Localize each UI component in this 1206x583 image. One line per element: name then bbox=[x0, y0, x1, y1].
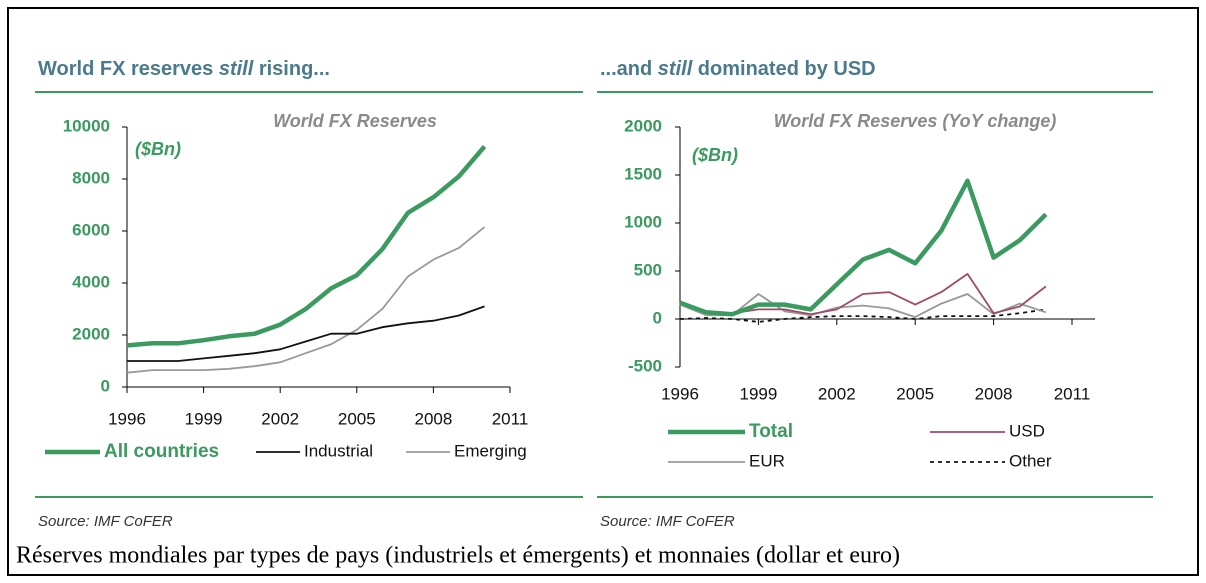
y-tick-label: 6000 bbox=[72, 220, 110, 239]
x-tick-label: 2002 bbox=[818, 384, 856, 403]
y-tick-label: 10000 bbox=[63, 116, 110, 135]
y-tick-label: 0 bbox=[653, 308, 662, 327]
x-tick-label: 1999 bbox=[185, 409, 223, 428]
series-line bbox=[679, 308, 1047, 323]
header-part: still bbox=[658, 58, 693, 80]
header-part: World FX reserves bbox=[38, 58, 219, 80]
x-tick-label: 2008 bbox=[414, 409, 452, 428]
unit-label: ($Bn) bbox=[692, 145, 738, 165]
x-tick-label: 2002 bbox=[261, 409, 299, 428]
source: Source: IMF CoFER bbox=[600, 513, 735, 530]
x-tick-label: 1999 bbox=[739, 384, 777, 403]
series-line bbox=[679, 273, 1047, 316]
y-tick-label: 2000 bbox=[624, 116, 662, 135]
y-tick-label: -500 bbox=[628, 356, 662, 375]
caption: Réserves mondiales par types de pays (in… bbox=[16, 543, 900, 569]
series-line bbox=[126, 226, 486, 374]
x-tick-label: 2011 bbox=[492, 409, 529, 428]
legend-label: Industrial bbox=[304, 441, 373, 460]
panel-header: ...and still dominated by USD bbox=[600, 58, 876, 80]
y-tick-label: 8000 bbox=[72, 168, 110, 187]
source: Source: IMF CoFER bbox=[38, 513, 173, 530]
unit-label: ($Bn) bbox=[135, 139, 181, 159]
legend-label: Total bbox=[749, 421, 793, 442]
chart-title: World FX Reserves (YoY change) bbox=[774, 111, 1057, 131]
legend-label: EUR bbox=[749, 451, 785, 470]
x-tick-label: 2011 bbox=[1054, 384, 1091, 403]
legend-label: USD bbox=[1009, 421, 1045, 440]
x-tick-label: 2005 bbox=[896, 384, 934, 403]
x-tick-label: 2005 bbox=[338, 409, 376, 428]
header-part: rising... bbox=[253, 58, 330, 80]
legend-label: Other bbox=[1009, 451, 1052, 470]
x-tick-label: 1996 bbox=[108, 409, 146, 428]
header-part: ...and bbox=[600, 58, 658, 80]
chart-title: World FX Reserves bbox=[273, 111, 437, 131]
series-line bbox=[679, 178, 1048, 317]
header-part: dominated by USD bbox=[692, 58, 875, 80]
x-tick-label: 1996 bbox=[661, 384, 699, 403]
y-tick-label: 0 bbox=[101, 376, 110, 395]
x-tick-label: 2008 bbox=[975, 384, 1013, 403]
series-line bbox=[126, 145, 487, 348]
y-tick-label: 1000 bbox=[624, 212, 662, 231]
y-tick-label: 1500 bbox=[624, 164, 662, 183]
y-tick-label: 4000 bbox=[72, 272, 110, 291]
header-part: still bbox=[219, 58, 254, 80]
legend-label: All countries bbox=[104, 441, 219, 462]
panel-header: World FX reserves still rising... bbox=[38, 58, 330, 80]
series-line bbox=[679, 293, 1047, 318]
y-tick-label: 500 bbox=[634, 260, 662, 279]
frame bbox=[7, 7, 1199, 576]
y-tick-label: 2000 bbox=[72, 324, 110, 343]
legend-label: Emerging bbox=[454, 441, 527, 460]
series-line bbox=[127, 305, 485, 362]
